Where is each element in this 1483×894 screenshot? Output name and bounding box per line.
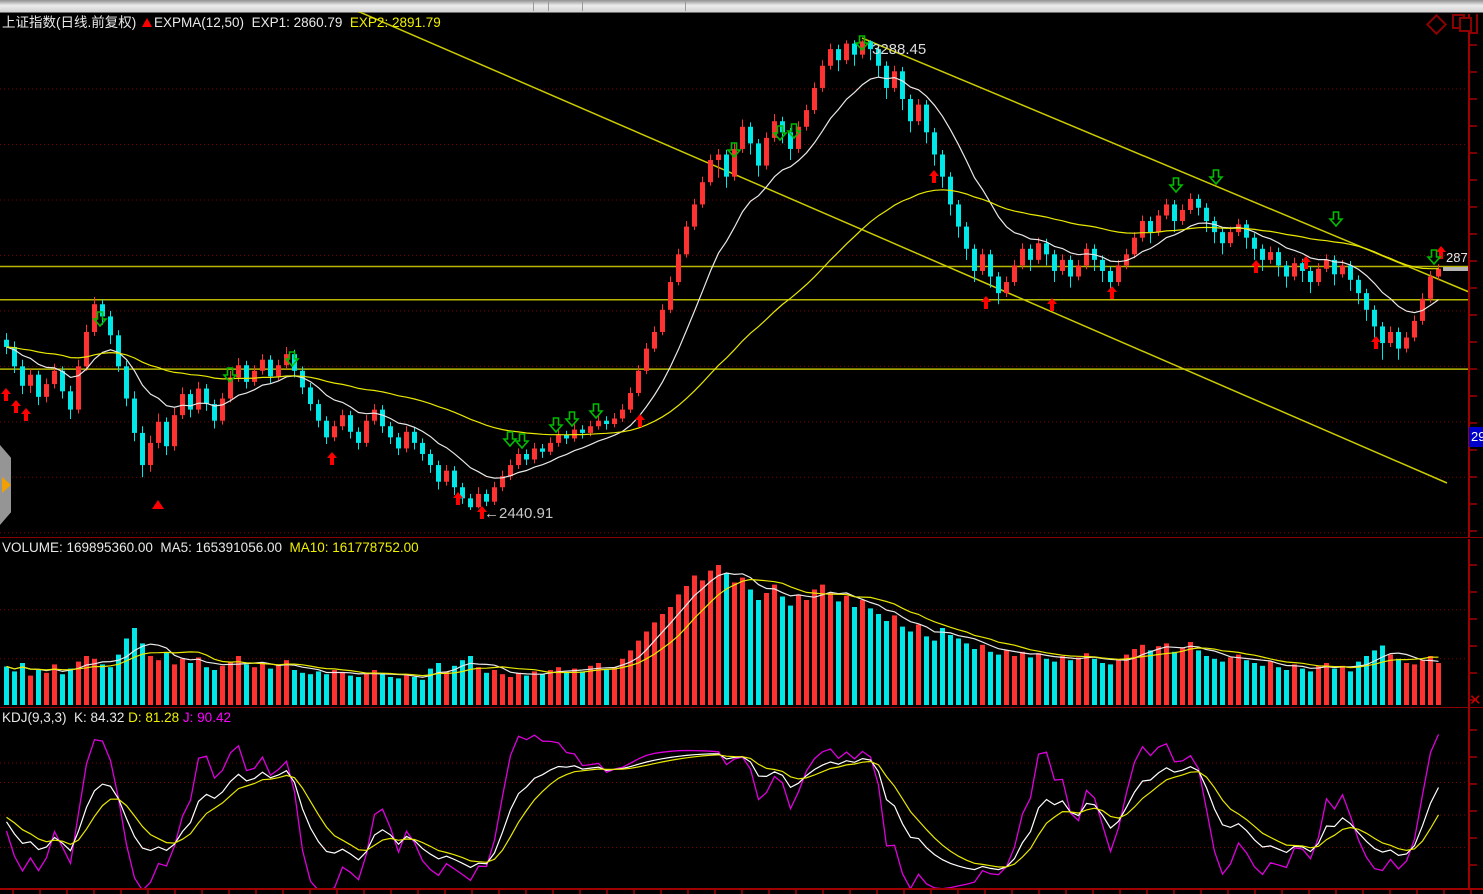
partial-toolbar-icon	[1470, 32, 1478, 34]
exp1-value: EXP1: 2860.79	[251, 15, 343, 30]
partial-toolbar-icon	[1476, 14, 1478, 34]
indicator-label: EXPMA(12,50)	[154, 15, 245, 30]
expand-arrow-icon	[2, 477, 11, 493]
kdj-pane: KDJ(9,3,3) K: 84.32 D: 81.28 J: 90.42	[0, 708, 1483, 888]
window-titlebar[interactable]	[0, 0, 1483, 13]
volume-value: VOLUME: 169895360.00	[2, 540, 153, 555]
kdj-k-value: K: 84.32	[74, 710, 125, 725]
svg-text:3288.45: 3288.45	[872, 41, 926, 58]
kdj-header: KDJ(9,3,3) K: 84.32 D: 81.28 J: 90.42	[2, 710, 231, 726]
current-price-tag: 29	[1469, 427, 1483, 447]
svg-text:287: 287	[1446, 250, 1468, 265]
close-indicator-icon[interactable]: ✕	[1469, 692, 1482, 709]
diamond-marker-icon[interactable]	[1425, 13, 1448, 36]
main-chart-header: 上证指数(日线.前复权) EXPMA(12,50) EXP1: 2860.79 …	[2, 15, 441, 31]
main-chart-canvas[interactable]: 3288.45 ←2440.91 287	[0, 12, 1483, 537]
titlebar-divider	[533, 1, 534, 11]
pane-separator	[0, 707, 1483, 708]
volume-canvas[interactable]	[0, 539, 1483, 707]
kdj-label: KDJ(9,3,3)	[2, 710, 67, 725]
pane-separator	[0, 537, 1483, 538]
kdj-canvas[interactable]	[0, 708, 1483, 888]
up-arrow-icon	[140, 15, 154, 30]
svg-text:←2440.91: ←2440.91	[484, 505, 553, 522]
volume-ma10-value: MA10: 161778752.00	[289, 540, 419, 555]
date-axis-canvas	[0, 888, 1483, 894]
volume-ma5-value: MA5: 165391056.00	[160, 540, 282, 555]
titlebar-divider	[685, 1, 686, 11]
volume-header: VOLUME: 169895360.00 MA5: 165391056.00 M…	[2, 540, 419, 556]
restore-window-icon[interactable]	[1452, 14, 1472, 33]
kdj-d-value: D: 81.28	[128, 710, 180, 725]
bottom-axis	[0, 888, 1483, 894]
stock-title: 上证指数(日线.前复权)	[2, 15, 137, 30]
main-chart-pane: 上证指数(日线.前复权) EXPMA(12,50) EXP1: 2860.79 …	[0, 12, 1483, 537]
left-panel-handle[interactable]	[0, 445, 11, 525]
volume-pane: VOLUME: 169895360.00 MA5: 165391056.00 M…	[0, 539, 1483, 707]
kdj-j-value: J: 90.42	[182, 710, 231, 725]
exp2-value: EXP2: 2891.79	[349, 15, 441, 30]
titlebar-divider	[548, 1, 549, 11]
titlebar-divider	[582, 1, 583, 11]
